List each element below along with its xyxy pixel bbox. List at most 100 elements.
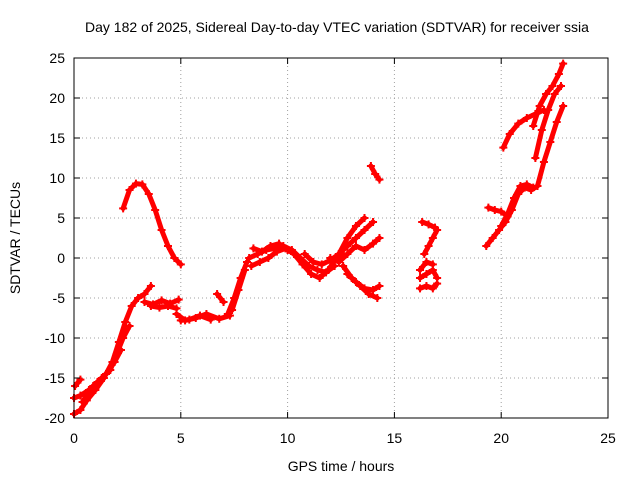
data-point bbox=[339, 262, 348, 270]
data-point bbox=[146, 282, 155, 290]
data-point bbox=[317, 260, 326, 269]
x-tick-label: 0 bbox=[70, 430, 78, 446]
data-point bbox=[196, 311, 205, 320]
data-point bbox=[351, 234, 360, 242]
data-series bbox=[70, 59, 568, 418]
y-tick-label: -20 bbox=[45, 410, 65, 426]
series-track bbox=[417, 281, 440, 291]
data-point bbox=[369, 286, 378, 294]
data-point bbox=[554, 70, 563, 78]
data-point bbox=[484, 203, 493, 212]
data-point bbox=[424, 220, 433, 229]
data-point bbox=[375, 175, 384, 184]
data-point bbox=[351, 242, 360, 250]
series-track bbox=[336, 215, 367, 257]
data-point bbox=[151, 206, 160, 214]
data-point bbox=[373, 294, 382, 302]
x-tick-label: 20 bbox=[493, 430, 509, 446]
data-point bbox=[505, 130, 514, 138]
data-point bbox=[529, 183, 538, 192]
plot-frame bbox=[73, 57, 609, 419]
data-point bbox=[488, 234, 497, 242]
data-point bbox=[176, 260, 185, 269]
x-tick-label: 15 bbox=[387, 430, 403, 446]
y-tick-label: 20 bbox=[49, 90, 65, 106]
grid-lines bbox=[74, 58, 608, 418]
data-point bbox=[416, 274, 425, 282]
data-point bbox=[174, 295, 183, 304]
data-point bbox=[266, 242, 275, 250]
data-point bbox=[78, 398, 87, 406]
data-point bbox=[343, 270, 352, 278]
data-point bbox=[516, 182, 525, 190]
data-point bbox=[307, 270, 316, 278]
data-point bbox=[420, 250, 429, 258]
chart-title: Day 182 of 2025, Sidereal Day-to-day VTE… bbox=[85, 19, 589, 35]
data-point bbox=[240, 266, 249, 274]
data-point bbox=[300, 250, 309, 258]
data-point bbox=[360, 214, 369, 222]
data-point bbox=[309, 258, 318, 266]
data-point bbox=[119, 204, 128, 213]
series-track bbox=[417, 267, 440, 281]
data-point bbox=[552, 118, 561, 126]
axis-ticks: 0 5 10 15 20 25 -20 -15 -10 -5 0 5 10 15 20 25 bbox=[45, 50, 616, 446]
series-track bbox=[120, 181, 184, 267]
data-point bbox=[503, 210, 512, 218]
data-point bbox=[537, 126, 546, 134]
series-track bbox=[178, 313, 214, 323]
data-point bbox=[544, 106, 553, 114]
data-point bbox=[112, 350, 121, 358]
data-point bbox=[97, 374, 106, 382]
data-point bbox=[215, 314, 224, 323]
data-point bbox=[343, 250, 352, 258]
data-point bbox=[163, 242, 172, 250]
data-point bbox=[176, 316, 185, 325]
data-point bbox=[144, 190, 153, 198]
data-point bbox=[326, 254, 335, 262]
y-tick-label: 0 bbox=[57, 250, 65, 266]
data-point bbox=[247, 262, 256, 270]
data-point bbox=[366, 162, 375, 170]
data-point bbox=[76, 391, 85, 400]
data-point bbox=[140, 298, 149, 306]
data-point bbox=[522, 180, 531, 189]
data-point bbox=[163, 302, 172, 310]
data-point bbox=[89, 382, 98, 390]
data-point bbox=[125, 186, 134, 194]
data-point bbox=[172, 310, 181, 318]
x-tick-label: 10 bbox=[280, 430, 296, 446]
data-point bbox=[272, 247, 281, 256]
data-point bbox=[371, 170, 380, 178]
data-point bbox=[343, 234, 352, 242]
data-point bbox=[559, 102, 568, 110]
y-tick-label: 5 bbox=[57, 210, 65, 226]
data-point bbox=[428, 266, 437, 274]
data-point bbox=[134, 294, 143, 302]
data-point bbox=[539, 158, 548, 166]
y-tick-label: 10 bbox=[49, 170, 65, 186]
data-point bbox=[514, 119, 523, 128]
data-point bbox=[433, 279, 442, 288]
data-point bbox=[155, 303, 164, 312]
data-point bbox=[499, 143, 508, 152]
data-point bbox=[375, 234, 384, 242]
data-point bbox=[315, 274, 324, 282]
x-tick-label: 5 bbox=[177, 430, 185, 446]
data-point bbox=[351, 278, 360, 286]
data-point bbox=[76, 375, 85, 384]
data-point bbox=[416, 284, 425, 293]
series-track bbox=[421, 227, 440, 257]
data-point bbox=[375, 282, 384, 290]
data-point bbox=[351, 222, 360, 230]
data-point bbox=[324, 266, 333, 274]
data-point bbox=[290, 250, 299, 258]
data-point bbox=[228, 306, 237, 314]
data-point bbox=[71, 382, 80, 390]
data-point bbox=[127, 302, 136, 310]
y-tick-label: 15 bbox=[49, 130, 65, 146]
data-point bbox=[257, 247, 266, 256]
data-point bbox=[428, 234, 437, 242]
